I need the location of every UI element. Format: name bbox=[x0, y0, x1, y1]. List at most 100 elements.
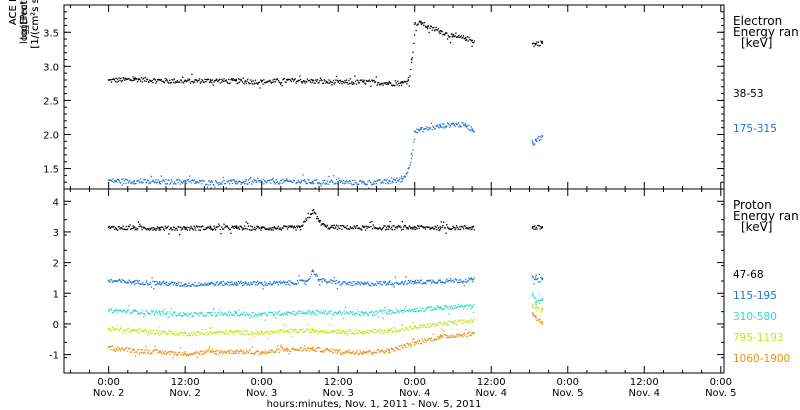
data-point bbox=[392, 284, 394, 286]
data-point bbox=[456, 335, 459, 337]
data-point bbox=[324, 225, 327, 228]
data-point bbox=[257, 83, 259, 85]
data-point bbox=[446, 32, 448, 34]
data-point bbox=[261, 353, 263, 355]
data-point bbox=[151, 333, 153, 335]
data-point bbox=[410, 162, 412, 164]
data-point bbox=[236, 330, 238, 332]
data-point bbox=[360, 352, 362, 354]
data-point bbox=[326, 348, 328, 351]
data-point bbox=[143, 330, 145, 332]
data-point bbox=[199, 82, 201, 84]
data-point bbox=[342, 329, 344, 332]
data-point bbox=[398, 345, 400, 347]
data-point bbox=[439, 226, 442, 228]
data-point bbox=[377, 282, 379, 285]
data-point bbox=[110, 279, 113, 281]
data-point bbox=[471, 128, 473, 130]
data-point bbox=[132, 183, 134, 185]
data-point bbox=[150, 175, 152, 178]
data-point bbox=[393, 349, 395, 351]
data-point bbox=[215, 282, 218, 284]
data-point bbox=[271, 331, 273, 333]
data-point bbox=[408, 345, 410, 347]
data-point bbox=[391, 284, 393, 286]
data-point bbox=[114, 348, 116, 350]
data-point bbox=[471, 226, 473, 228]
data-point bbox=[299, 229, 302, 231]
data-point bbox=[199, 229, 201, 231]
data-point bbox=[243, 180, 245, 183]
data-point bbox=[433, 228, 435, 230]
data-point bbox=[107, 327, 110, 330]
data-point bbox=[406, 228, 408, 230]
data-point bbox=[138, 280, 140, 282]
data-point bbox=[451, 279, 453, 282]
data-point bbox=[120, 347, 123, 350]
data-point bbox=[176, 333, 178, 335]
data-point bbox=[281, 227, 283, 229]
data-point bbox=[183, 314, 185, 316]
data-point bbox=[365, 351, 368, 354]
data-point bbox=[311, 180, 314, 183]
data-point bbox=[143, 178, 146, 181]
data-point bbox=[391, 311, 394, 313]
data-point bbox=[267, 352, 269, 354]
data-point bbox=[336, 312, 338, 314]
data-point bbox=[153, 314, 156, 316]
data-point bbox=[381, 181, 383, 184]
data-point bbox=[247, 183, 249, 185]
data-point bbox=[449, 36, 451, 38]
data-point bbox=[146, 179, 149, 181]
data-point bbox=[322, 82, 325, 84]
data-point bbox=[342, 179, 345, 182]
data-point bbox=[195, 182, 198, 184]
data-point bbox=[231, 179, 233, 181]
data-point bbox=[156, 281, 159, 283]
data-point bbox=[293, 79, 296, 81]
data-point bbox=[189, 285, 192, 287]
data-point bbox=[354, 314, 356, 316]
data-point bbox=[387, 83, 389, 85]
data-point bbox=[319, 80, 321, 82]
data-point bbox=[435, 124, 437, 127]
data-point bbox=[235, 284, 237, 287]
data-point bbox=[463, 306, 465, 308]
data-point bbox=[454, 125, 456, 127]
data-point bbox=[146, 309, 148, 311]
data-point bbox=[292, 282, 294, 284]
data-point bbox=[255, 333, 257, 335]
data-point bbox=[400, 81, 402, 83]
data-point bbox=[468, 36, 470, 38]
data-point bbox=[313, 271, 315, 273]
data-point bbox=[373, 284, 375, 286]
data-point bbox=[297, 331, 299, 333]
data-point bbox=[202, 353, 205, 355]
data-point bbox=[223, 284, 225, 286]
data-point bbox=[433, 307, 435, 309]
data-point bbox=[463, 225, 465, 227]
data-point bbox=[148, 81, 150, 83]
data-point bbox=[423, 226, 425, 228]
data-point bbox=[378, 179, 381, 181]
data-point bbox=[168, 179, 170, 181]
data-point bbox=[423, 341, 425, 343]
data-point bbox=[222, 280, 224, 282]
data-point bbox=[341, 314, 343, 316]
data-point bbox=[119, 228, 121, 230]
data-point bbox=[112, 280, 114, 282]
data-point bbox=[142, 78, 144, 80]
data-point bbox=[318, 219, 320, 221]
data-point bbox=[151, 352, 153, 354]
data-point bbox=[385, 332, 387, 334]
data-point bbox=[416, 282, 418, 284]
data-point bbox=[388, 310, 391, 312]
data-point bbox=[391, 229, 394, 231]
data-point bbox=[214, 80, 216, 82]
data-point bbox=[359, 315, 361, 317]
data-point bbox=[263, 183, 265, 185]
data-point bbox=[380, 332, 382, 334]
data-point bbox=[254, 82, 256, 84]
data-point bbox=[218, 331, 221, 333]
data-point bbox=[472, 281, 474, 283]
